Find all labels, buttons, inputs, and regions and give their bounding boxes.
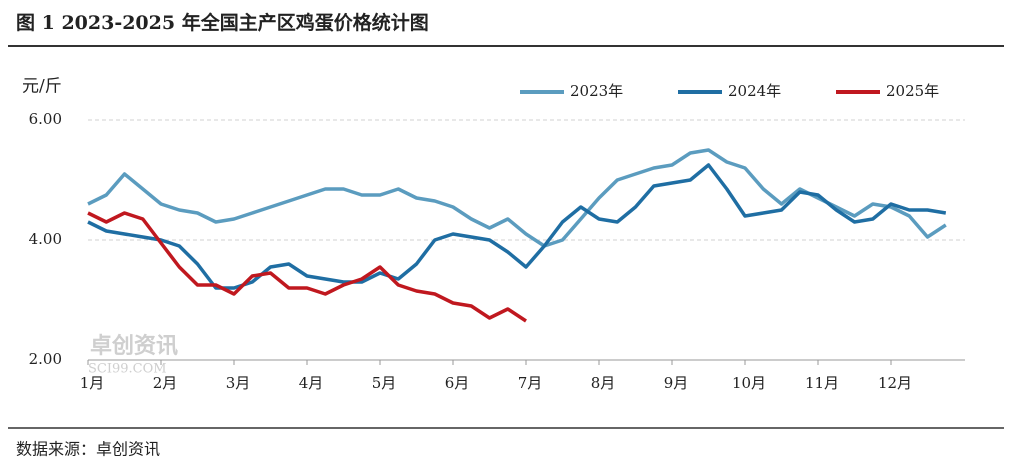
legend-label: 2025年 (886, 82, 939, 100)
x-tick-label: 7月 (518, 374, 543, 392)
y-tick-label: 2.00 (29, 350, 62, 368)
x-tick-label: 5月 (372, 374, 397, 392)
chart-title: 图 1 2023-2025 年全国主产区鸡蛋价格统计图 (16, 11, 429, 34)
legend-label: 2024年 (728, 82, 781, 100)
line-series (87, 211, 527, 323)
line-series (87, 148, 947, 248)
x-tick-label: 1月 (80, 374, 105, 392)
x-tick-label: 10月 (732, 374, 766, 392)
line-series (87, 163, 947, 290)
x-tick-label: 9月 (664, 374, 689, 392)
y-axis-label: 元/斤 (22, 77, 62, 97)
source: 数据来源：卓创资讯 (16, 440, 160, 459)
y-tick-label: 6.00 (29, 110, 62, 128)
x-tick-label: 2月 (153, 374, 178, 392)
y-tick-label: 4.00 (29, 230, 62, 248)
x-tick-label: 4月 (299, 374, 324, 392)
watermark: 卓创资讯 (90, 333, 178, 359)
x-tick-label: 12月 (878, 374, 912, 392)
legend-label: 2023年 (570, 82, 623, 100)
x-tick-label: 11月 (805, 374, 839, 392)
watermark: SCI99.COM (88, 362, 167, 377)
x-tick-label: 8月 (591, 374, 616, 392)
x-tick-label: 3月 (226, 374, 251, 392)
x-tick-label: 6月 (445, 374, 470, 392)
